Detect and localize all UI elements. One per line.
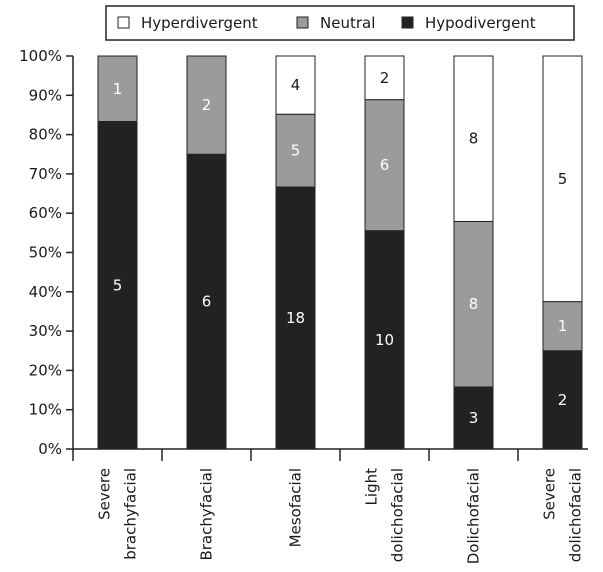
y-tick-label: 40% [29,283,62,301]
data-label-neutral: 1 [558,317,568,335]
data-label-hyperdivergent: 8 [469,130,479,148]
data-label-hypodivergent: 3 [469,409,479,427]
legend-label-hypodivergent: Hypodivergent [425,14,536,32]
data-label-hyperdivergent: 2 [380,69,390,87]
bar-segment-neutral [453,220,494,388]
data-label-hyperdivergent: 4 [291,76,301,94]
x-category-label: dolichofacial [567,468,585,562]
data-label-neutral: 6 [380,156,390,174]
y-tick-label: 100% [19,47,62,65]
y-tick-label: 10% [29,401,62,419]
y-tick-label: 60% [29,204,62,222]
data-label-hypodivergent: 18 [286,309,305,327]
x-category-label: Mesofacial [287,468,305,547]
data-label-neutral: 8 [469,295,479,313]
y-tick-label: 0% [38,440,62,458]
bar-segment-hyperdivergent [275,55,316,115]
x-category-label: Light [363,468,381,506]
data-label-neutral: 2 [202,96,212,114]
bar-segment-hypodivergent [453,386,494,450]
x-category-label: brachyfacial [122,468,140,560]
x-category-label: Dolichofacial [465,468,483,564]
bar-segment-neutral [542,301,583,352]
data-label-hypodivergent: 5 [113,276,123,294]
x-category-label: dolichofacial [389,468,407,562]
x-category-label: Severe [541,468,559,520]
bar-segment-hyperdivergent [453,55,494,222]
legend-swatch-neutral [296,16,309,29]
data-label-neutral: 5 [291,142,301,160]
legend-swatch-hyperdivergent [117,16,130,29]
legend-swatch-hypodivergent [401,16,414,29]
data-label-hypodivergent: 2 [558,391,568,409]
x-category-label: Brachyfacial [198,468,216,561]
y-axis: 0% 10% 20% 30% 40% 50% 60% 70% 80% 90% 100% [19,47,74,458]
data-label-hypodivergent: 6 [202,293,212,311]
legend-label-hyperdivergent: Hyperdivergent [141,14,258,32]
bar-segment-neutral [275,113,316,188]
x-axis: Severe brachyfacial Brachyfacial Mesofacial… [72,448,588,564]
y-tick-label: 90% [29,86,62,104]
data-label-hypodivergent: 10 [375,331,394,349]
bar-segment-hyperdivergent [542,55,583,303]
data-label-hyperdivergent: 5 [558,170,568,188]
bar-segment-neutral [186,55,227,155]
bar-segment-neutral [97,55,138,122]
bar-segment-hyperdivergent [364,55,405,101]
y-tick-label: 20% [29,361,62,379]
y-tick-label: 50% [29,244,62,262]
legend: Hyperdivergent Neutral Hypodivergent [105,5,575,41]
bars: 5 1 6 2 18 5 4 10 6 2 3 8 8 2 1 5 [97,55,583,450]
y-tick-label: 30% [29,322,62,340]
y-tick-label: 70% [29,165,62,183]
bar-segment-neutral [364,99,405,232]
legend-label-neutral: Neutral [320,14,375,32]
y-tick-label: 80% [29,126,62,144]
legend-box [105,5,575,41]
x-category-label: Severe [96,468,114,520]
data-label-neutral: 1 [113,80,123,98]
